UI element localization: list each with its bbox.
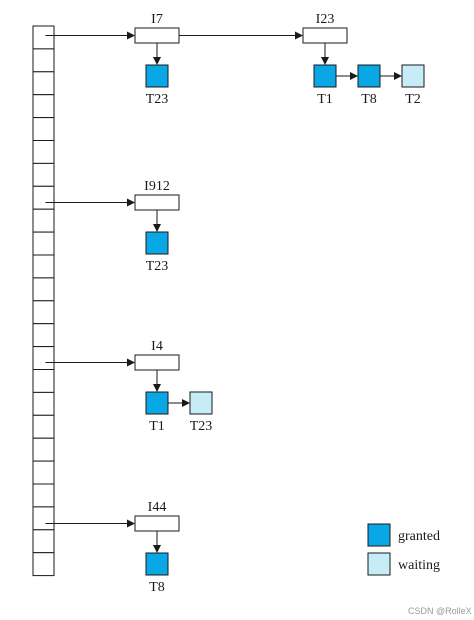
item-box bbox=[134, 354, 180, 371]
lock-item-i4: I4 T1 T23 bbox=[45, 339, 213, 434]
transaction-label: T23 bbox=[146, 259, 169, 274]
lock-item-i23: I23 T1 T8 T2 bbox=[179, 12, 425, 107]
legend-granted-label: granted bbox=[398, 529, 440, 544]
hash-slot bbox=[32, 323, 55, 348]
items-layer: I7 T23 I23 T1 T8 T2 I912 T23 I4 T1 T23 I44 T8 bbox=[45, 12, 425, 595]
hash-slot bbox=[32, 552, 55, 577]
item-label: I23 bbox=[316, 12, 335, 27]
hash-slot bbox=[32, 208, 55, 233]
legend-waiting-swatch bbox=[367, 552, 391, 576]
hash-slot bbox=[32, 140, 55, 164]
item-label: I7 bbox=[151, 12, 163, 27]
lock-item-i912: I912 T23 bbox=[45, 179, 180, 274]
hash-slot bbox=[32, 25, 55, 50]
hash-slot bbox=[32, 346, 55, 371]
legend-waiting-label: waiting bbox=[398, 558, 440, 573]
lock-request-granted bbox=[357, 64, 381, 88]
transaction-label: T8 bbox=[361, 92, 377, 107]
hash-slot bbox=[32, 94, 55, 119]
item-box bbox=[134, 515, 180, 532]
item-label: I4 bbox=[151, 339, 163, 354]
lock-request-granted bbox=[145, 391, 169, 415]
transaction-label: T23 bbox=[146, 92, 169, 107]
hash-slot bbox=[32, 460, 55, 485]
lock-request-granted bbox=[313, 64, 337, 88]
transaction-label: T23 bbox=[190, 419, 213, 434]
legend-granted-swatch bbox=[367, 523, 391, 547]
transaction-label: T8 bbox=[149, 580, 165, 595]
lock-item-i7: I7 T23 bbox=[45, 12, 180, 107]
hash-slot bbox=[32, 391, 55, 416]
watermark: CSDN @RolleX bbox=[408, 606, 472, 616]
lock-request-waiting bbox=[401, 64, 425, 88]
hash-slot bbox=[32, 48, 55, 73]
item-label: I44 bbox=[148, 500, 167, 515]
lock-request-granted bbox=[145, 552, 169, 576]
hash-slot bbox=[32, 162, 55, 187]
lock-request-granted bbox=[145, 64, 169, 88]
hash-slot bbox=[32, 529, 55, 554]
legend: granted waiting bbox=[367, 523, 440, 576]
hash-slot bbox=[32, 414, 55, 439]
hash-slot bbox=[32, 254, 55, 279]
hash-slot bbox=[32, 369, 55, 393]
hash-slot bbox=[32, 277, 55, 302]
hash-slot bbox=[32, 506, 55, 531]
lock-request-granted bbox=[145, 231, 169, 255]
hash-slot bbox=[32, 483, 55, 508]
hash-slot bbox=[32, 437, 55, 462]
item-label: I912 bbox=[144, 179, 170, 194]
hash-slot bbox=[32, 185, 55, 210]
hash-table bbox=[32, 25, 55, 577]
hash-slot bbox=[32, 231, 55, 256]
item-box bbox=[302, 27, 348, 44]
hash-slot bbox=[32, 300, 55, 325]
hash-slot bbox=[32, 71, 55, 96]
hash-slot bbox=[32, 117, 55, 141]
transaction-label: T1 bbox=[317, 92, 333, 107]
lock-item-i44: I44 T8 bbox=[45, 500, 180, 595]
lock-request-waiting bbox=[189, 391, 213, 415]
transaction-label: T2 bbox=[405, 92, 421, 107]
item-box bbox=[134, 27, 180, 44]
transaction-label: T1 bbox=[149, 419, 165, 434]
item-box bbox=[134, 194, 180, 211]
